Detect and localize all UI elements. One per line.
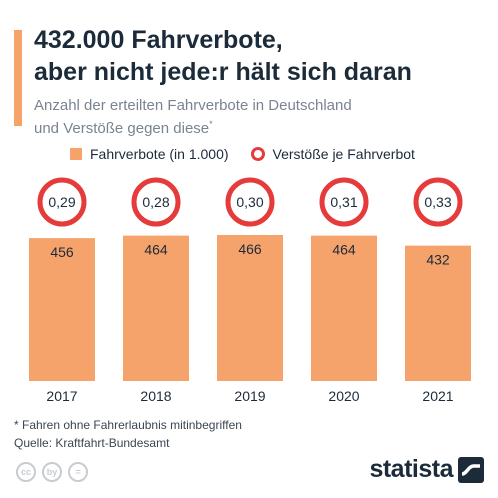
bar-value-label: 456 — [50, 244, 74, 260]
subtitle-line-2: und Verstöße gegen diese* — [34, 115, 494, 138]
chart-title: 432.000 Fahrverbote, aber nicht jede:r h… — [34, 24, 494, 88]
subtitle-line-2-text: und Verstöße gegen diese — [34, 120, 210, 137]
source-text: Quelle: Kraftfahrt-Bundesamt — [14, 436, 170, 450]
bar-value-label: 466 — [238, 241, 262, 257]
legend-ring-icon — [250, 147, 265, 161]
x-tick-label: 2019 — [234, 388, 265, 404]
legend-label-bars: Fahrverbote (in 1.000) — [90, 146, 229, 162]
bar-2019 — [217, 235, 283, 381]
bar-2018 — [123, 235, 189, 381]
bar-2020 — [311, 235, 377, 381]
legend-square-icon — [70, 148, 82, 160]
legend-item-bars: Fahrverbote (in 1.000) — [70, 146, 229, 162]
bar-value-label: 432 — [426, 252, 450, 268]
title-line-2: aber nicht jede:r hält sich daran — [34, 58, 412, 86]
no-derivatives-icon[interactable]: = — [68, 462, 88, 482]
legend-item-circles: Verstöße je Fahrverbot — [250, 146, 415, 162]
logo-text: statista — [369, 455, 453, 483]
x-tick-label: 2020 — [328, 388, 359, 404]
x-tick-label: 2017 — [46, 388, 77, 404]
ratio-ring-2021 — [413, 177, 463, 227]
legend: Fahrverbote (in 1.000) Verstöße je Fahrv… — [70, 146, 437, 162]
footnote-block: * Fahren ohne Fahrerlaubnis mitinbegriff… — [14, 416, 242, 452]
ratio-ring-2020 — [319, 177, 369, 227]
ratio-value-label: 0,33 — [424, 194, 451, 210]
chart-subtitle: Anzahl der erteilten Fahrverbote in Deut… — [34, 96, 494, 138]
attribution-icon[interactable]: by — [42, 462, 62, 482]
x-tick-label: 2021 — [422, 388, 453, 404]
ratio-ring-2018 — [131, 177, 181, 227]
cc-icon[interactable]: cc — [16, 462, 36, 482]
statista-mark-icon — [458, 456, 484, 483]
subtitle-line-1: Anzahl der erteilten Fahrverbote in Deut… — [34, 97, 352, 114]
license-icons: cc by = — [16, 462, 94, 482]
ratio-ring-2017 — [37, 177, 87, 227]
title-line-1: 432.000 Fahrverbote, — [34, 26, 283, 54]
ratio-value-label: 0,30 — [236, 194, 263, 210]
bar-chart: 456 0,29 2017 464 0,28 2018 466 0,30 2019 464 0,31… — [29, 177, 471, 404]
legend-label-circles: Verstöße je Fahrverbot — [272, 146, 415, 162]
ratio-value-label: 0,29 — [48, 194, 75, 210]
x-tick-label: 2018 — [140, 388, 171, 404]
ratio-value-label: 0,31 — [330, 194, 357, 210]
accent-bar — [14, 30, 22, 126]
statista-logo[interactable]: statista — [369, 455, 484, 484]
bar-value-label: 464 — [144, 242, 168, 258]
ratio-value-label: 0,28 — [142, 194, 169, 210]
footnote-text: * Fahren ohne Fahrerlaubnis mitinbegriff… — [14, 418, 242, 432]
ratio-ring-2019 — [225, 177, 275, 227]
subtitle-footnote-mark: * — [209, 119, 213, 129]
bar-2017 — [29, 238, 95, 381]
bar-value-label: 464 — [332, 242, 356, 258]
bar-2021 — [405, 245, 471, 381]
